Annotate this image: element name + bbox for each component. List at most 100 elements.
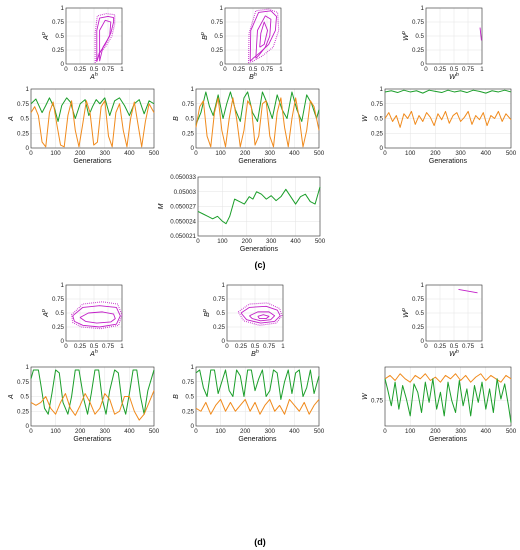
x-tick-label: 0 <box>223 66 227 73</box>
axes-frame <box>30 88 155 149</box>
x-tick-label: 200 <box>75 150 86 157</box>
y-tick-label: 0.75 <box>211 19 224 26</box>
axes-frame <box>65 284 123 342</box>
y-tick-label: 0.75 <box>52 19 65 26</box>
y-tick-label: 0.25 <box>52 47 65 54</box>
x-tick-label: 100 <box>215 150 226 157</box>
x-tick-label: 0 <box>424 343 428 350</box>
y-axis-label: M <box>158 203 165 209</box>
x-tick-label: 1 <box>480 343 484 350</box>
series-line-phase-1 <box>249 311 276 322</box>
axes-frame <box>195 366 320 427</box>
axes-frame <box>30 366 155 427</box>
y-tick-label: 0 <box>191 145 195 152</box>
y-tick-label: 0 <box>26 423 30 430</box>
series-line-green-0 <box>30 369 155 415</box>
y-tick-label: 0.5 <box>214 33 223 40</box>
series-line-phase-3 <box>237 302 283 326</box>
y-tick-label: 0.050024 <box>170 218 196 225</box>
series-line-phase-1 <box>79 311 116 324</box>
y-tick-label: 0.5 <box>185 394 194 401</box>
series-line-orange-1 <box>30 100 155 148</box>
x-tick-label: 400 <box>290 238 301 245</box>
x-tick-label: 400 <box>289 150 300 157</box>
series-line-green-0 <box>197 186 321 225</box>
y-tick-label: 0 <box>222 338 226 345</box>
x-tick-label: 0.75 <box>263 343 276 350</box>
x-axis-label: Bh <box>249 72 257 81</box>
x-tick-label: 0 <box>383 150 387 157</box>
axes-frame <box>224 7 282 65</box>
y-tick-label: 0.75 <box>17 101 30 108</box>
x-tick-label: 0.75 <box>102 66 115 73</box>
y-tick-label: 0 <box>61 61 65 68</box>
y-tick-label: 0.5 <box>216 310 225 317</box>
x-tick-label: 0.25 <box>434 343 447 350</box>
y-tick-label: 0.75 <box>412 296 425 303</box>
y-tick-label: 0.25 <box>211 47 224 54</box>
x-tick-label: 0.5 <box>251 343 260 350</box>
y-tick-label: 0 <box>421 61 425 68</box>
y-tick-label: 0.5 <box>55 33 64 40</box>
x-tick-label: 0.5 <box>450 66 459 73</box>
series-line-green-0 <box>30 97 155 122</box>
y-tick-label: 0.25 <box>182 408 195 415</box>
y-tick-label: 0.75 <box>371 398 384 405</box>
x-tick-label: 0.25 <box>434 66 447 73</box>
x-tick-label: 500 <box>149 428 160 435</box>
y-tick-label: 0.75 <box>182 379 195 386</box>
x-tick-label: 1 <box>480 66 484 73</box>
y-tick-label: 1 <box>61 5 65 12</box>
x-tick-label: 0 <box>29 150 33 157</box>
x-tick-label: 200 <box>75 428 86 435</box>
x-axis-label: Generations <box>73 158 112 165</box>
y-tick-label: 1 <box>191 364 195 371</box>
series-line-green-0 <box>195 369 320 400</box>
x-tick-label: 100 <box>405 150 416 157</box>
y-tick-label: 1 <box>61 282 65 289</box>
x-tick-label: 0.25 <box>233 66 246 73</box>
x-tick-label: 0 <box>424 66 428 73</box>
y-axis-label: Ap <box>41 32 50 41</box>
y-axis-label: Bp <box>200 32 209 40</box>
y-tick-label: 1 <box>26 86 30 93</box>
x-tick-label: 0.5 <box>90 343 99 350</box>
x-tick-label: 500 <box>315 238 326 245</box>
y-tick-label: 0.5 <box>55 310 64 317</box>
x-axis-label: Wh <box>449 72 459 81</box>
x-tick-label: 0 <box>29 428 33 435</box>
y-tick-label: 0.75 <box>412 19 425 26</box>
y-tick-label: 0 <box>191 423 195 430</box>
x-axis-label: Ah <box>89 72 98 81</box>
series-line-green-0 <box>195 91 320 125</box>
y-tick-label: 0.25 <box>52 324 65 331</box>
x-tick-label: 400 <box>124 150 135 157</box>
axes-frame <box>425 7 483 65</box>
y-tick-label: 1 <box>191 86 195 93</box>
x-tick-label: 0.5 <box>450 343 459 350</box>
y-tick-label: 0.75 <box>371 101 384 108</box>
series-line-phase-0 <box>72 305 121 328</box>
x-axis-label: Generations <box>429 436 468 443</box>
x-tick-label: 300 <box>265 150 276 157</box>
x-tick-label: 0.75 <box>261 66 274 73</box>
x-tick-label: 0 <box>225 343 229 350</box>
x-tick-label: 0.75 <box>102 343 115 350</box>
y-tick-label: 0 <box>220 61 224 68</box>
y-axis-label: A <box>8 394 15 400</box>
x-tick-label: 500 <box>506 150 517 157</box>
panel-label-d: (d) <box>254 537 266 547</box>
y-axis-label: W <box>362 392 369 400</box>
series-line-orange-1 <box>384 110 512 128</box>
y-tick-label: 0 <box>26 145 30 152</box>
chart-c-ts-W: 0 100 200 300 400 500 0 0.25 0.5 0.75 1 Generations… <box>362 86 517 165</box>
chart-d-ts-A: 0 100 200 300 400 500 0 0.25 0.5 0.75 1 Generations… <box>8 364 160 443</box>
y-tick-label: 0.25 <box>182 130 195 137</box>
x-tick-label: 500 <box>314 150 325 157</box>
x-tick-label: 0.5 <box>90 66 99 73</box>
series-line-phase-0 <box>479 27 482 41</box>
